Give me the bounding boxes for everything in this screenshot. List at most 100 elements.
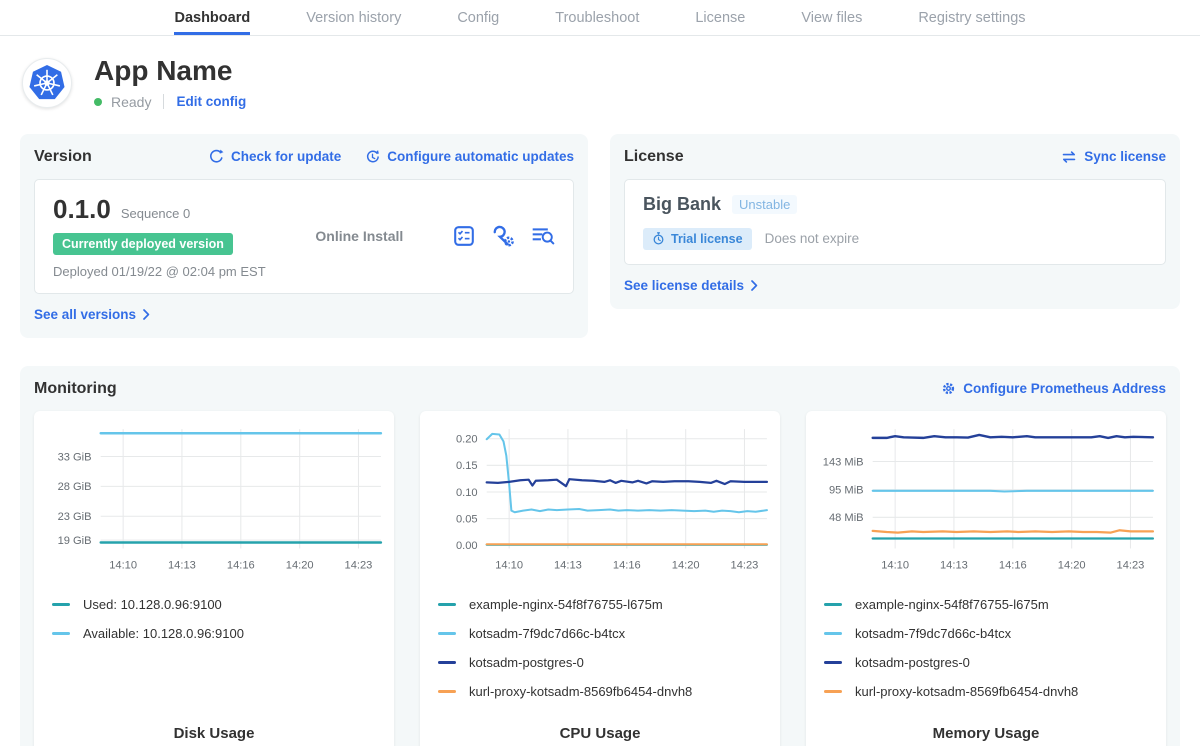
tab-version-history[interactable]: Version history (306, 9, 402, 26)
svg-text:28 GiB: 28 GiB (58, 481, 92, 493)
page-title: App Name (94, 55, 233, 86)
license-card: License Sync license Big Bank Unstable (610, 133, 1180, 309)
legend-label: kotsadm-7f9dc7d66c-b4tcx (469, 625, 626, 641)
legend-swatch (438, 689, 456, 693)
tab-troubleshoot[interactable]: Troubleshoot (555, 9, 640, 26)
kubernetes-logo (29, 64, 65, 100)
legend-label: kotsadm-7f9dc7d66c-b4tcx (855, 625, 1012, 641)
top-nav: Dashboard Version history Config Troublesho… (0, 0, 1200, 36)
licensee-name: Big Bank (643, 193, 722, 214)
check-for-update-button[interactable]: Check for update (209, 149, 341, 164)
chart-title: CPU Usage (559, 724, 641, 742)
monitoring-title: Monitoring (34, 379, 117, 397)
legend-item: kotsadm-7f9dc7d66c-b4tcx (438, 626, 762, 641)
svg-text:14:16: 14:16 (613, 560, 641, 572)
version-card: Version Check for update (20, 133, 588, 338)
disk-usage-chart: 33 GiB 28 GiB 23 GiB 19 GiB 14:10 14:13 14:16 1… (58, 428, 383, 572)
svg-text:14:20: 14:20 (286, 560, 314, 572)
monitoring-section: Monitoring Configure Prometheus Address … (20, 365, 1180, 746)
refresh-icon (210, 149, 224, 163)
preflight-checks-icon (454, 226, 474, 247)
legend-swatch (438, 660, 456, 664)
deployed-date: Deployed 01/19/22 @ 02:04 pm EST (53, 263, 266, 279)
see-license-details-link[interactable]: See license details (624, 278, 758, 293)
tab-dashboard[interactable]: Dashboard (174, 0, 251, 35)
svg-text:0.05: 0.05 (456, 513, 478, 525)
legend-swatch (824, 689, 842, 693)
legend-label: kurl-proxy-kotsadm-8569fb6454-dnvh8 (855, 683, 1079, 699)
svg-text:19 GiB: 19 GiB (58, 535, 92, 547)
svg-text:14:23: 14:23 (731, 560, 759, 572)
legend-item: Available: 10.128.0.96:9100 (52, 626, 376, 641)
configure-automatic-updates-button[interactable]: Configure automatic updates (365, 149, 574, 164)
chevron-right-icon (143, 308, 150, 320)
tab-registry-settings[interactable]: Registry settings (918, 9, 1026, 26)
license-card-title: License (624, 147, 684, 165)
gear-icon (943, 383, 955, 395)
chart-title: Disk Usage (173, 724, 255, 742)
svg-text:33 GiB: 33 GiB (58, 451, 92, 463)
legend-label: kurl-proxy-kotsadm-8569fb6454-dnvh8 (469, 683, 693, 699)
app-header: App Name Ready Edit config (20, 50, 1180, 134)
svg-text:14:16: 14:16 (227, 560, 255, 572)
edit-config-button[interactable] (492, 225, 514, 247)
legend-item: kurl-proxy-kotsadm-8569fb6454-dnvh8 (824, 684, 1148, 699)
legend-item: Used: 10.128.0.96:9100 (52, 597, 376, 612)
legend-item: kotsadm-postgres-0 (438, 655, 762, 670)
see-all-versions-link[interactable]: See all versions (34, 307, 150, 322)
legend-label: kotsadm-postgres-0 (469, 654, 584, 670)
svg-text:0.00: 0.00 (456, 540, 478, 552)
svg-text:14:10: 14:10 (495, 560, 523, 572)
deployed-badge: Currently deployed version (53, 232, 233, 255)
config-wrench-icon (493, 226, 514, 247)
chart-card-cpu-usage: 0.20 0.15 0.10 0.05 0.00 14:10 14:13 14:16 14:20… (420, 410, 780, 746)
configure-prometheus-button[interactable]: Configure Prometheus Address (941, 381, 1166, 396)
legend-swatch (438, 602, 456, 606)
version-number: 0.1.0 (53, 193, 111, 224)
stopwatch-icon (653, 232, 664, 245)
tab-view-files[interactable]: View files (801, 9, 863, 26)
cpu-usage-chart: 0.20 0.15 0.10 0.05 0.00 14:10 14:13 14:16 14:20… (456, 428, 769, 572)
chart-title: Memory Usage (932, 724, 1040, 742)
chart-card-disk-usage: 33 GiB 28 GiB 23 GiB 19 GiB 14:10 14:13 14:16 1… (34, 410, 394, 746)
license-panel: Big Bank Unstable Trial license (624, 178, 1166, 265)
current-version-panel: 0.1.0 Sequence 0 Currently deployed vers… (34, 178, 574, 294)
svg-text:0.10: 0.10 (456, 487, 478, 499)
cpu-usage-legend: example-nginx-54f8f76755-l675m kotsadm-7… (428, 583, 772, 713)
legend-label: Available: 10.128.0.96:9100 (83, 625, 244, 641)
svg-text:14:23: 14:23 (345, 560, 373, 572)
svg-text:14:20: 14:20 (672, 560, 700, 572)
legend-item: kotsadm-postgres-0 (824, 655, 1148, 670)
version-card-title: Version (34, 147, 92, 165)
schedule-icon (367, 150, 380, 163)
view-logs-button[interactable] (531, 225, 555, 247)
tab-config[interactable]: Config (457, 9, 500, 26)
tab-license[interactable]: License (695, 9, 746, 26)
app-logo (22, 57, 72, 108)
svg-text:14:13: 14:13 (940, 560, 968, 572)
edit-config-link[interactable]: Edit config (176, 94, 247, 110)
preflight-checks-button[interactable] (453, 225, 475, 247)
svg-text:14:10: 14:10 (881, 560, 909, 572)
svg-text:48 MiB: 48 MiB (829, 512, 864, 524)
trial-license-badge: Trial license (643, 227, 752, 250)
legend-swatch (438, 631, 456, 635)
svg-text:95 MiB: 95 MiB (829, 484, 864, 496)
disk-usage-legend: Used: 10.128.0.96:9100 Available: 10.128… (42, 583, 386, 655)
status-text: Ready (111, 93, 152, 110)
sync-license-button[interactable]: Sync license (1061, 149, 1166, 164)
chart-card-memory-usage: 143 MiB 95 MiB 48 MiB 14:10 14:13 14:16 14:20 1… (806, 410, 1166, 746)
expiry-text: Does not expire (764, 231, 860, 247)
svg-text:0.20: 0.20 (456, 433, 478, 445)
legend-swatch (824, 602, 842, 606)
channel-badge: Unstable (732, 194, 798, 214)
svg-text:14:20: 14:20 (1058, 560, 1086, 572)
sequence-label: Sequence 0 (120, 205, 191, 221)
legend-label: example-nginx-54f8f76755-l675m (855, 596, 1049, 612)
svg-text:14:10: 14:10 (109, 560, 137, 572)
legend-label: Used: 10.128.0.96:9100 (83, 596, 222, 612)
chevron-right-icon (751, 279, 758, 291)
legend-label: kotsadm-postgres-0 (855, 654, 970, 670)
divider (163, 94, 165, 110)
